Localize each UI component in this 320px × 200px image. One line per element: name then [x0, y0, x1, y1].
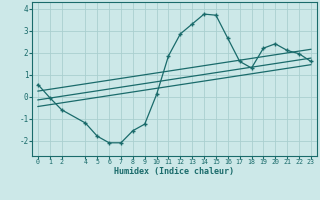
X-axis label: Humidex (Indice chaleur): Humidex (Indice chaleur): [115, 167, 234, 176]
